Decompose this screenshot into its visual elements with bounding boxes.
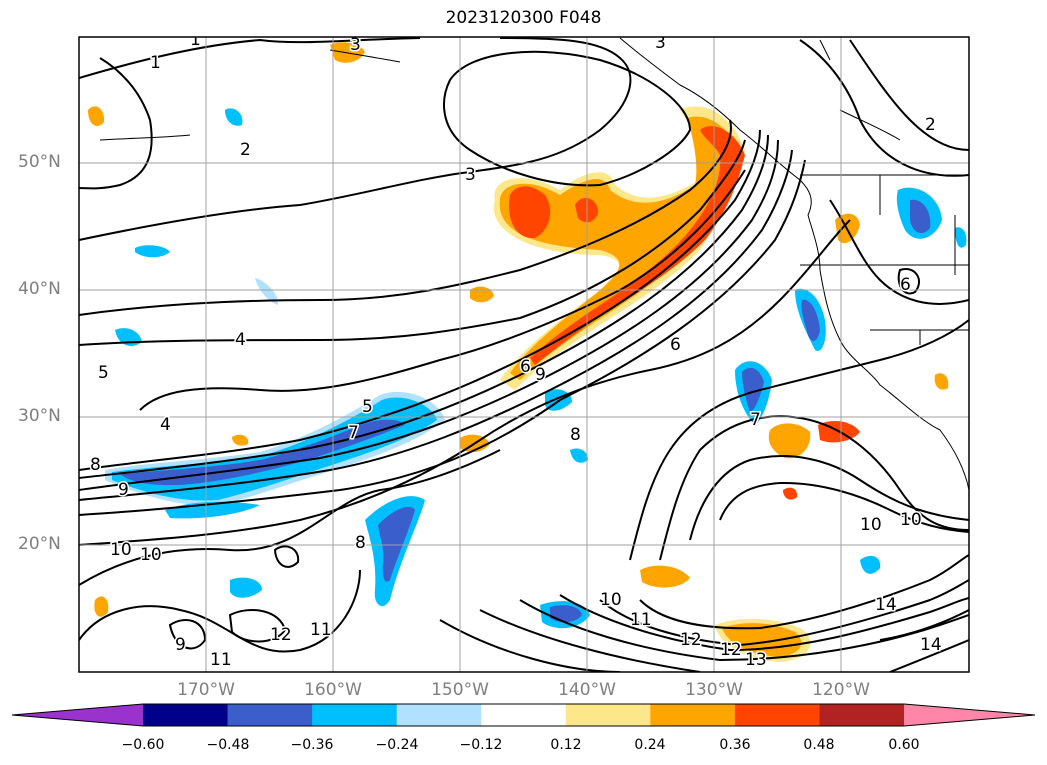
- colorbar-segment: [819, 704, 905, 726]
- contour-label: 10: [600, 590, 622, 610]
- colorbar-tick: 0.24: [634, 737, 666, 753]
- contour-label: 9: [535, 365, 546, 385]
- contour-label: 5: [362, 397, 373, 417]
- contour-label: 14: [920, 635, 942, 655]
- colorbar-segment: [565, 704, 651, 726]
- lon-label-140w: 140°W: [558, 680, 616, 700]
- lat-label-20: 20°N: [18, 534, 61, 554]
- lon-label-130w: 130°W: [685, 680, 743, 700]
- lat-label-50: 50°N: [18, 152, 61, 172]
- contour-label: 12: [720, 640, 742, 660]
- contour-label: 9: [175, 635, 186, 655]
- contour-label: 13: [745, 650, 767, 670]
- lon-label-150w: 150°W: [431, 680, 489, 700]
- colorbar-tick: −0.24: [375, 737, 419, 753]
- contour-label: 6: [520, 357, 531, 377]
- lon-label-160w: 160°W: [304, 680, 362, 700]
- contour-lines: [79, 37, 969, 672]
- contour-label: 12: [270, 625, 292, 645]
- colorbar-segment: [904, 704, 1035, 726]
- contour-label: 11: [310, 620, 332, 640]
- contour-label: 9: [118, 480, 129, 500]
- colorbar-segment: [143, 704, 229, 726]
- contour-label: 12: [680, 630, 702, 650]
- contour-label: 6: [900, 275, 911, 295]
- colorbar-tick: −0.12: [459, 737, 503, 753]
- contour-label: 8: [90, 455, 101, 475]
- gridlines: [79, 37, 969, 672]
- colorbar-segment: [227, 704, 313, 726]
- contour-label: 14: [875, 595, 897, 615]
- colorbar: [11, 703, 1036, 727]
- contour-label: 3: [350, 35, 361, 55]
- lat-label-40: 40°N: [18, 279, 61, 299]
- contour-label: 3: [655, 33, 666, 53]
- colorbar-segment: [650, 704, 736, 726]
- colorbar-segment: [396, 704, 482, 726]
- contour-label: 4: [160, 415, 171, 435]
- colorbar-tick: −0.60: [121, 737, 165, 753]
- contour-label: 11: [630, 610, 652, 630]
- contour-label: 2: [240, 140, 251, 160]
- contour-label: 10: [900, 510, 922, 530]
- contour-label: 7: [348, 423, 359, 443]
- lon-label-120w: 120°W: [812, 680, 870, 700]
- contour-label: 11: [210, 650, 232, 670]
- contour-label: 1: [190, 30, 201, 50]
- contour-label: 10: [110, 540, 132, 560]
- contour-label: 10: [140, 545, 162, 565]
- map-title: 2023120300 F048: [445, 8, 602, 28]
- contour-label: 8: [355, 533, 366, 553]
- contour-label: 3: [465, 165, 476, 185]
- colorbar-segment: [12, 704, 143, 726]
- coastlines: [99, 37, 969, 491]
- colorbar-segment: [312, 704, 398, 726]
- lat-label-30: 30°N: [18, 406, 61, 426]
- colorbar-segment: [481, 704, 567, 726]
- contour-label: 6: [670, 335, 681, 355]
- colorbar-tick: 0.60: [888, 737, 920, 753]
- contour-label: 7: [750, 410, 761, 430]
- contour-label: 5: [98, 363, 109, 383]
- map-frame: [78, 36, 970, 673]
- colorbar-tick: 0.36: [719, 737, 751, 753]
- colorbar-tick: −0.48: [206, 737, 250, 753]
- colorbar-outline: [11, 703, 1036, 727]
- contour-label: 2: [925, 115, 936, 135]
- colorbar-segment: [734, 704, 820, 726]
- lon-label-170w: 170°W: [177, 680, 235, 700]
- contour-label: 8: [570, 425, 581, 445]
- contour-label: 1: [150, 53, 161, 73]
- positive-anomaly-shading: [88, 42, 949, 662]
- contour-label: 4: [235, 330, 246, 350]
- contour-label: 10: [860, 515, 882, 535]
- colorbar-tick: 0.48: [803, 737, 835, 753]
- colorbar-tick: 0.12: [550, 737, 582, 753]
- colorbar-tick: −0.36: [290, 737, 334, 753]
